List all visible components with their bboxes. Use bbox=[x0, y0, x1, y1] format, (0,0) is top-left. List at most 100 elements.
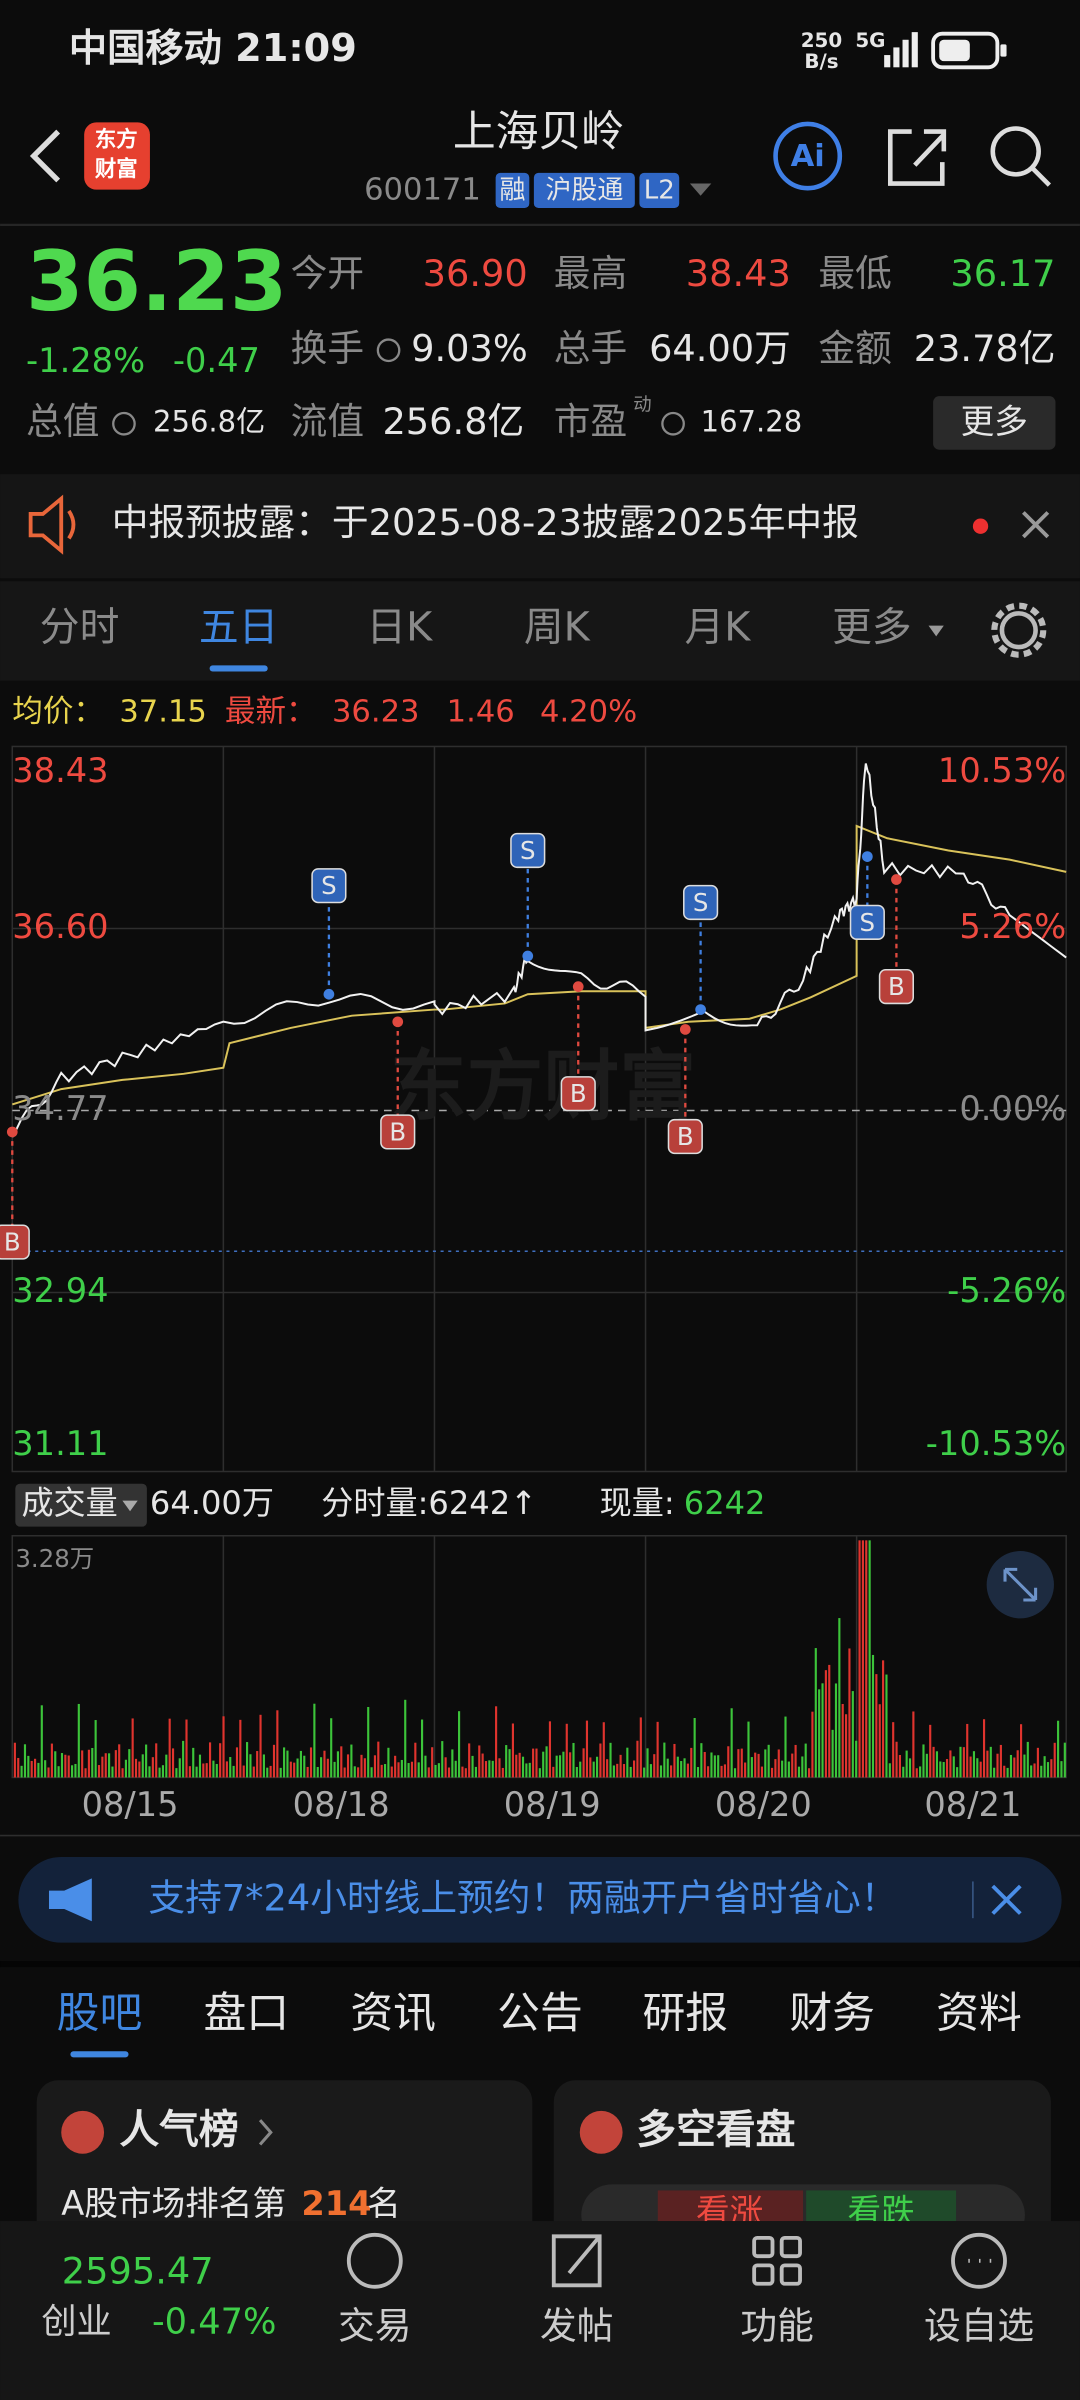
settings-icon[interactable] bbox=[991, 602, 1047, 658]
marker-label: B bbox=[4, 1228, 21, 1257]
marker-label: B bbox=[888, 972, 905, 1001]
marker-box bbox=[683, 884, 719, 921]
close-notice[interactable] bbox=[1022, 511, 1050, 539]
volume-bar bbox=[865, 1540, 868, 1778]
close-banner[interactable] bbox=[991, 1884, 1022, 1915]
volume-bar bbox=[30, 1760, 33, 1778]
volume-bar bbox=[229, 1757, 232, 1778]
volume-bar bbox=[912, 1711, 915, 1778]
section-tab[interactable]: 研报 bbox=[642, 1989, 728, 2039]
volume-bar bbox=[488, 1760, 491, 1778]
back-button[interactable] bbox=[29, 129, 61, 183]
chart-grid bbox=[0, 745, 1080, 1837]
divider bbox=[0, 1960, 1080, 1968]
volume-bar bbox=[171, 1748, 175, 1778]
section-tab[interactable]: 资料 bbox=[936, 1989, 1022, 2039]
right-axis-label: 5.26% bbox=[959, 907, 1066, 946]
volume-selector[interactable] bbox=[15, 1483, 147, 1527]
volume-bar bbox=[44, 1760, 47, 1778]
chart-tab[interactable]: 五日 bbox=[199, 605, 279, 651]
index-value[interactable]: 2595.47 bbox=[62, 2250, 214, 2293]
volume-bar bbox=[357, 1767, 360, 1778]
volume-bar bbox=[794, 1744, 797, 1778]
more-label[interactable]: 更多 bbox=[961, 402, 1028, 441]
field-label: 流值 bbox=[291, 400, 364, 443]
chart-tab[interactable]: 月K bbox=[685, 605, 752, 651]
volume-bar bbox=[962, 1747, 965, 1778]
nav-item[interactable]: 发帖 bbox=[540, 2305, 613, 2348]
index-name[interactable]: 创业 bbox=[41, 2302, 111, 2343]
volume-bar bbox=[717, 1755, 720, 1778]
volume-bar bbox=[673, 1743, 676, 1778]
section-tab[interactable]: 财务 bbox=[789, 1989, 875, 2039]
section-tab[interactable]: 盘口 bbox=[203, 1989, 289, 2039]
volume-bar bbox=[945, 1759, 949, 1778]
chart-tab[interactable]: 日K bbox=[366, 605, 433, 651]
volume-bar bbox=[296, 1758, 299, 1778]
field-value: 23.78亿 bbox=[914, 327, 1056, 370]
volume-bar bbox=[306, 1766, 309, 1778]
marker-label: S bbox=[860, 908, 876, 937]
volume-bar bbox=[195, 1766, 198, 1778]
volume-bar bbox=[976, 1758, 979, 1778]
nav-item[interactable]: 设自选 bbox=[924, 2305, 1034, 2348]
volume-bar bbox=[219, 1743, 222, 1778]
ai-button[interactable]: Ai bbox=[773, 121, 843, 191]
volume-bar bbox=[97, 1765, 101, 1778]
expand-button[interactable] bbox=[986, 1551, 1054, 1619]
volume-bar bbox=[1053, 1742, 1056, 1778]
nav-item[interactable]: 功能 bbox=[740, 2305, 813, 2348]
volume-bar bbox=[649, 1764, 652, 1778]
volume-bar bbox=[538, 1768, 541, 1778]
volume-bar bbox=[895, 1741, 898, 1778]
volume-bar bbox=[1003, 1765, 1006, 1778]
volume-bar bbox=[128, 1749, 131, 1778]
volume-bar bbox=[134, 1758, 138, 1778]
chart-tab[interactable]: 分时 bbox=[40, 605, 120, 651]
marker-box bbox=[510, 832, 546, 869]
volume-bar bbox=[111, 1766, 114, 1778]
section-tab[interactable]: 公告 bbox=[497, 1989, 583, 2039]
volume-bar bbox=[458, 1711, 461, 1778]
volume-bar bbox=[740, 1748, 743, 1778]
chart-tab[interactable]: 更多 bbox=[832, 605, 912, 651]
dropdown-arrow[interactable] bbox=[689, 183, 712, 196]
volume-bar bbox=[690, 1747, 693, 1778]
section-tab[interactable]: 股吧 bbox=[57, 1989, 143, 2039]
chart-tab[interactable]: 周K bbox=[524, 605, 591, 651]
dropdown-arrow[interactable] bbox=[928, 625, 944, 637]
volume-bar bbox=[670, 1765, 673, 1778]
volume-bar bbox=[1006, 1767, 1009, 1778]
more-button[interactable] bbox=[933, 396, 1056, 450]
volume-bar bbox=[902, 1766, 905, 1778]
volume-bar bbox=[646, 1748, 649, 1778]
volume-bar bbox=[1013, 1757, 1016, 1778]
popularity-card[interactable] bbox=[36, 2080, 533, 2249]
section-tab[interactable]: 资讯 bbox=[350, 1989, 436, 2039]
volume-bar bbox=[249, 1754, 252, 1778]
volume-bar bbox=[289, 1761, 292, 1778]
search-button[interactable] bbox=[990, 126, 1051, 187]
nav-item[interactable]: 交易 bbox=[338, 2305, 411, 2348]
tag-bg bbox=[639, 172, 680, 209]
index-change[interactable]: -0.47% bbox=[152, 2302, 276, 2343]
promo-banner[interactable] bbox=[18, 1856, 1062, 1943]
marker-box bbox=[311, 868, 347, 904]
volume-bar bbox=[760, 1766, 764, 1778]
last-change: 1.46 bbox=[447, 694, 515, 729]
volume-bar bbox=[804, 1743, 807, 1778]
volume-bar bbox=[532, 1748, 535, 1778]
x-axis-label: 08/20 bbox=[715, 1785, 812, 1824]
volume-label[interactable]: 成交量 bbox=[21, 1484, 117, 1522]
volume-bar bbox=[555, 1755, 558, 1778]
volume-bar bbox=[609, 1742, 612, 1778]
volume-bar bbox=[737, 1749, 740, 1778]
marker-box bbox=[560, 1076, 596, 1112]
dropdown-arrow[interactable] bbox=[122, 1500, 138, 1512]
volume-bar bbox=[797, 1766, 801, 1778]
right-axis-label: -10.53% bbox=[926, 1424, 1066, 1463]
volume-bar bbox=[380, 1764, 383, 1778]
banner-text[interactable]: 支持7*24小时线上预约！两融开户省时省心！ bbox=[148, 1876, 897, 1919]
volume-bar bbox=[861, 1540, 864, 1778]
share-button[interactable] bbox=[887, 129, 947, 186]
